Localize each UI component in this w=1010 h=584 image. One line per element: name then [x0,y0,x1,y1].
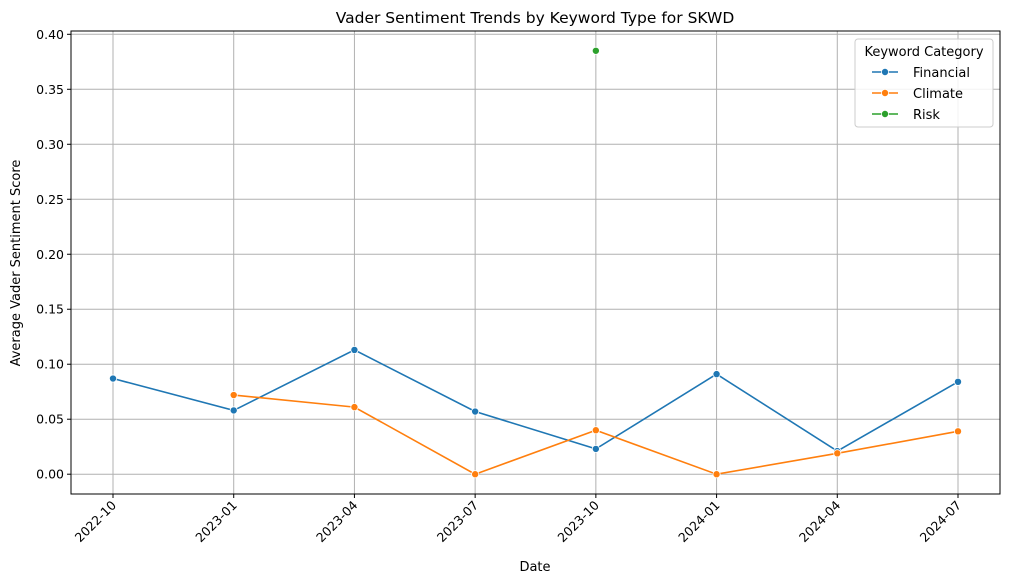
y-tick-label: 0.15 [36,302,64,317]
legend: Keyword Category Financial Climate Risk [854,38,994,128]
data-point [591,444,600,453]
series-financial [109,345,963,456]
data-point [833,449,842,458]
series-climate [229,391,963,479]
legend-item: Risk [872,108,940,123]
legend-item: Financial [872,66,970,81]
y-tick-label: 0.20 [36,247,64,262]
legend-label: Climate [913,87,963,102]
legend-label: Financial [913,66,970,81]
data-point [471,470,480,479]
y-tick-label: 0.10 [36,357,64,372]
chart-title: Vader Sentiment Trends by Keyword Type f… [336,9,735,27]
y-tick-label: 0.05 [36,412,64,427]
data-point [229,391,238,400]
data-point [109,374,118,383]
y-tick-label: 0.00 [36,467,64,482]
data-point [712,370,721,379]
legend-swatch-marker [881,68,890,77]
legend-title: Keyword Category [864,45,983,60]
data-point [471,407,480,416]
y-tick-label: 0.35 [36,82,64,97]
plot-frame [70,30,1001,495]
data-point [229,406,238,415]
x-axis-label: Date [519,560,550,575]
y-axis: 0.00 0.05 0.10 0.15 0.20 0.25 0.30 0.35 0.40 [36,27,71,482]
series-risk [591,46,600,55]
legend-item: Climate [872,87,963,102]
grid [71,31,1000,494]
y-tick-label: 0.30 [36,137,64,152]
legend-box [854,38,994,128]
legend-swatch-marker [881,89,890,98]
y-tick-label: 0.25 [36,192,64,207]
y-tick-label: 0.40 [36,27,64,42]
data-point [954,377,963,386]
y-axis-label: Average Vader Sentiment Score [9,160,24,367]
data-point [350,345,359,354]
data-point [591,426,600,435]
data-point [954,427,963,436]
data-point [591,46,600,55]
legend-swatch-marker [881,110,890,119]
data-point [712,470,721,479]
legend-label: Risk [913,108,940,123]
series-line [112,349,959,453]
series-layer [109,46,963,479]
data-point [350,403,359,412]
